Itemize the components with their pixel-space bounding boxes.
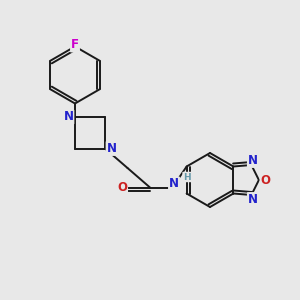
Text: O: O bbox=[117, 181, 127, 194]
Text: N: N bbox=[169, 177, 179, 190]
Text: N: N bbox=[248, 193, 258, 206]
Text: N: N bbox=[63, 110, 74, 124]
Text: N: N bbox=[106, 142, 117, 155]
Text: F: F bbox=[71, 38, 79, 52]
Text: N: N bbox=[248, 154, 258, 167]
Text: O: O bbox=[260, 173, 271, 187]
Text: H: H bbox=[183, 172, 191, 182]
